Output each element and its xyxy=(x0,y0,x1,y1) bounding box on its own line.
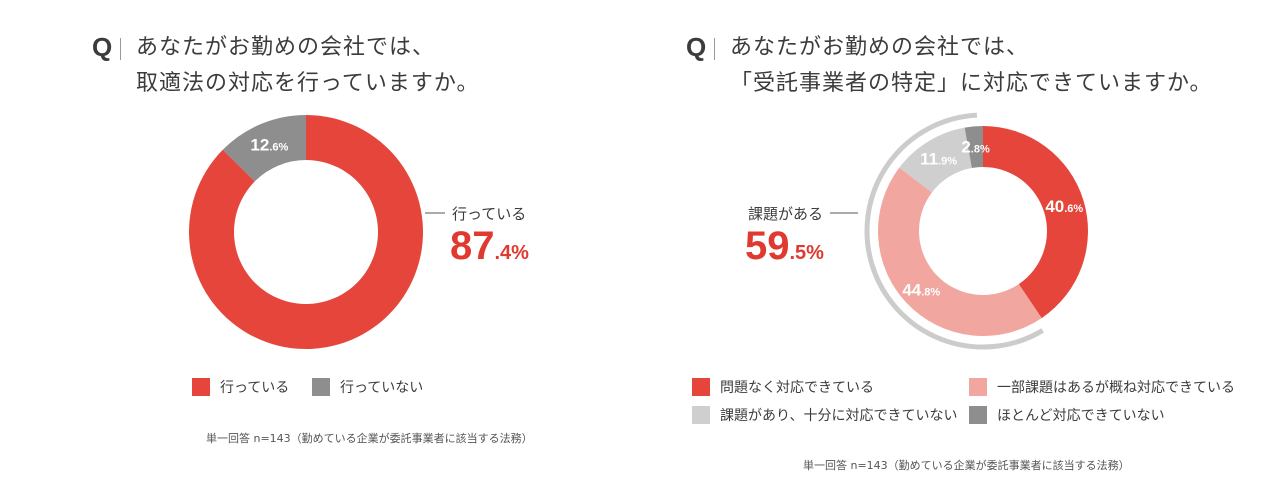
legend-label: 問題なく対応できている xyxy=(720,380,874,396)
question-line-2: 「受託事業者の特定」に対応できていますか。 xyxy=(730,71,1213,96)
right-donut-slice-0 xyxy=(983,126,1088,319)
legend-item-implemented: 行っている xyxy=(192,377,289,397)
legend-swatch xyxy=(692,406,710,424)
right-donut-slice-label-2: 11.9% xyxy=(920,150,957,169)
right-donut-slice-3 xyxy=(964,126,983,168)
right-issue-bracket-arc xyxy=(864,112,1045,350)
callout-value-dec: .5% xyxy=(789,242,824,264)
right-donut-slice-label-3: 2.8% xyxy=(961,137,990,156)
q-mark: Q xyxy=(92,32,113,62)
legend-label: 一部課題はあるが概ね対応できている xyxy=(997,380,1235,396)
legend-item-fully-handled: 問題なく対応できている xyxy=(692,377,874,397)
left-donut-slice-1 xyxy=(222,115,306,182)
right-callout-label: 課題がある xyxy=(748,205,824,223)
question-text: あなたがお勤めの会社では、 取適法の対応を行っていますか。 xyxy=(136,30,479,102)
q-divider xyxy=(120,38,121,60)
q-mark: Q xyxy=(686,32,707,62)
legend-swatch xyxy=(312,378,330,396)
right-donut-slice-label-1: 44.8% xyxy=(902,280,940,299)
left-donut-slice-label-1: 12.6% xyxy=(250,135,288,154)
legend-label: ほとんど対応できていない xyxy=(997,408,1165,424)
callout-value-dec: .4% xyxy=(494,242,529,264)
legend-label: 課題があり、十分に対応できていない xyxy=(720,408,958,424)
right-donut-slice-1 xyxy=(878,167,1042,336)
left-callout-label: 行っている xyxy=(452,205,527,223)
right-callout-value: 59.5% xyxy=(745,224,824,269)
q-divider xyxy=(714,38,715,60)
legend-item-barely-handled: ほとんど対応できていない xyxy=(969,405,1165,425)
callout-value-int: 87 xyxy=(450,224,495,268)
legend-label: 行っている xyxy=(220,380,290,396)
left-note: 単一回答 n=143（勤めている企業が委託事業者に該当する法務） xyxy=(206,432,533,445)
left-donut-slice-0 xyxy=(188,115,423,349)
legend-swatch xyxy=(969,378,987,396)
legend-label: 行っていない xyxy=(340,380,424,396)
question-line-1: あなたがお勤めの会社では、 xyxy=(136,35,436,60)
right-donut-chart: 40.6% 44.8% 11.9%2.8% xyxy=(864,112,1088,350)
legend-item-insufficient: 課題があり、十分に対応できていない xyxy=(692,405,957,425)
right-donut-slice-2 xyxy=(899,127,972,193)
callout-value-int: 59 xyxy=(745,224,790,268)
question-line-2: 取適法の対応を行っていますか。 xyxy=(136,71,480,96)
legend-item-not-implemented: 行っていない xyxy=(312,377,423,397)
left-donut-chart: 12.6% xyxy=(188,115,423,349)
left-callout-value: 87.4% xyxy=(450,224,529,269)
legend-swatch xyxy=(192,378,210,396)
right-note: 単一回答 n=143（勤めている企業が委託事業者に該当する法務） xyxy=(803,459,1130,472)
legend-swatch xyxy=(969,406,987,424)
question-text: あなたがお勤めの会社では、 「受託事業者の特定」に対応できていますか。 xyxy=(730,30,1213,102)
legend-item-mostly-handled: 一部課題はあるが概ね対応できている xyxy=(969,377,1235,397)
right-donut-slice-label-0: 40.6% xyxy=(1045,197,1083,216)
legend-swatch xyxy=(692,378,710,396)
question-line-1: あなたがお勤めの会社では、 xyxy=(730,35,1030,60)
